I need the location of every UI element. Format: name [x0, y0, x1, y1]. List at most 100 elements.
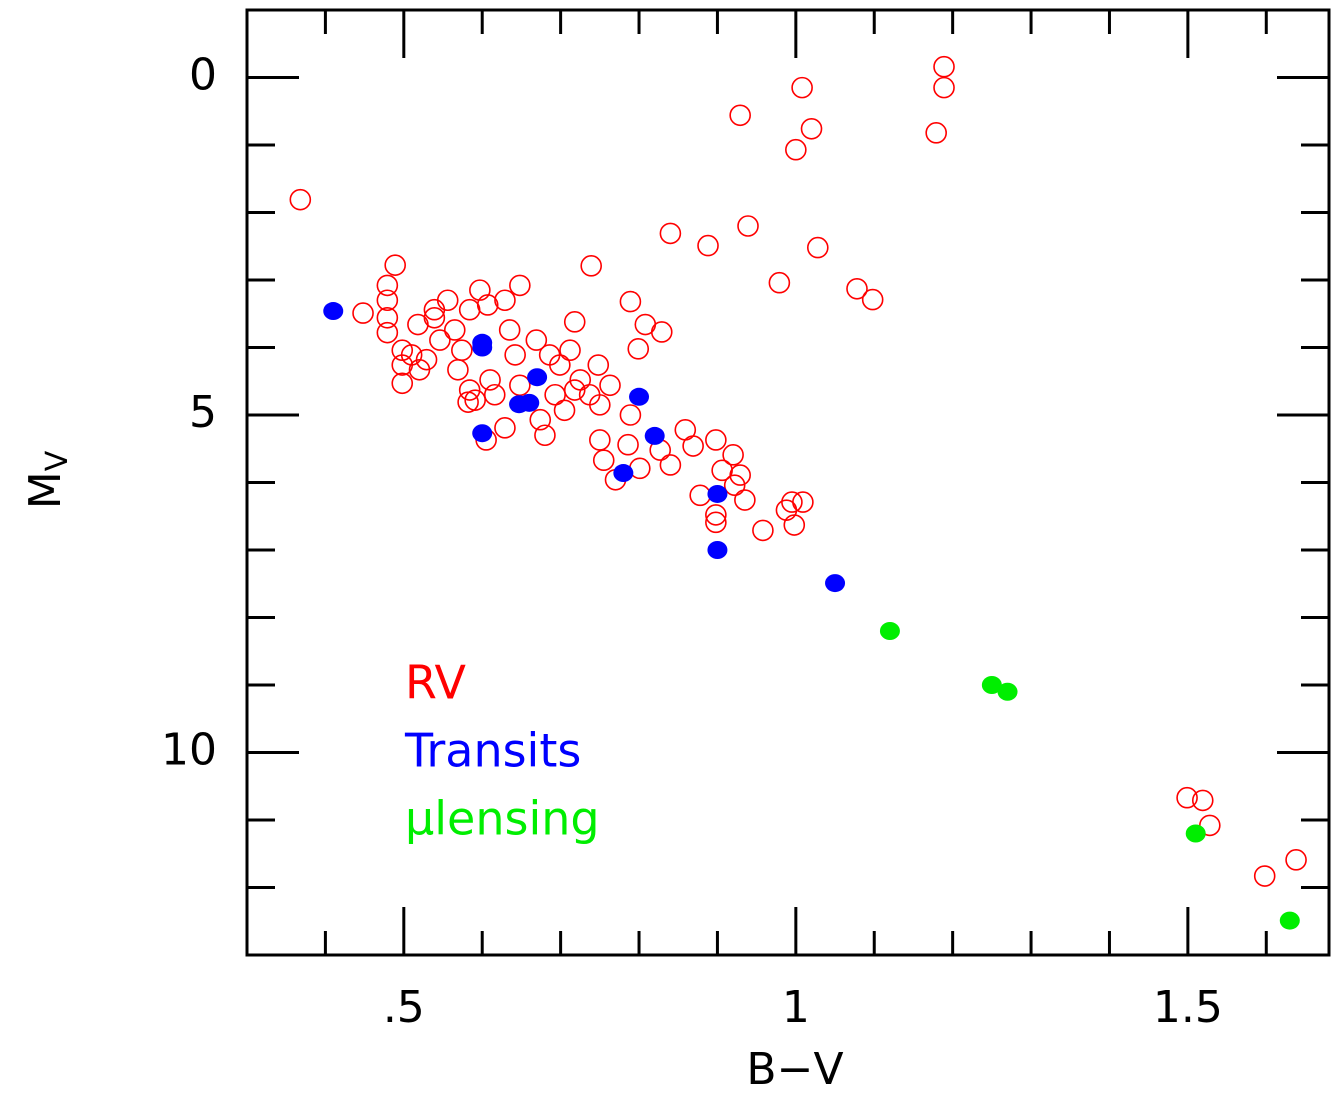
x-axis-label: B−V — [746, 1044, 843, 1095]
point — [527, 368, 548, 387]
point — [650, 321, 673, 343]
point — [429, 329, 451, 351]
point — [563, 311, 586, 333]
point — [1253, 865, 1276, 887]
point — [384, 254, 406, 276]
point — [580, 255, 603, 277]
point — [781, 491, 803, 513]
point — [613, 464, 634, 483]
x-tick-label: 1 — [782, 982, 810, 1033]
point — [599, 374, 621, 397]
legend-entry: Transits — [404, 724, 581, 778]
point — [519, 393, 540, 412]
point — [1279, 911, 1300, 930]
point — [752, 519, 774, 542]
point — [504, 344, 526, 366]
point — [619, 404, 642, 426]
point — [783, 514, 806, 536]
point — [629, 387, 650, 406]
point — [1185, 824, 1206, 843]
point — [627, 338, 650, 360]
point — [705, 429, 727, 451]
point — [785, 138, 807, 161]
point — [534, 424, 556, 447]
y-axis-label-main: M — [20, 471, 71, 509]
point — [458, 379, 481, 401]
point — [457, 391, 479, 413]
point — [737, 215, 759, 237]
point — [479, 369, 501, 391]
point — [376, 274, 399, 297]
point — [644, 426, 665, 445]
point — [1191, 789, 1214, 812]
point — [659, 222, 682, 245]
point — [997, 682, 1018, 701]
point — [498, 319, 521, 341]
point — [447, 358, 469, 381]
point — [549, 354, 571, 376]
point — [458, 298, 481, 321]
point — [559, 339, 581, 362]
point — [289, 188, 312, 211]
y-axis-label-sub: V — [40, 450, 75, 471]
point — [707, 541, 728, 559]
point — [1285, 849, 1307, 871]
point — [443, 319, 466, 341]
point — [376, 321, 399, 344]
point — [563, 379, 586, 401]
y-tick-label: 10 — [161, 725, 217, 776]
point — [933, 76, 955, 99]
point — [925, 122, 947, 144]
point — [529, 408, 552, 431]
point — [697, 234, 719, 257]
point — [469, 279, 491, 301]
point — [451, 339, 473, 362]
point — [705, 511, 727, 534]
point — [791, 76, 813, 99]
point — [476, 294, 499, 316]
point — [879, 622, 900, 640]
point — [846, 277, 868, 300]
point — [705, 504, 727, 526]
x-tick-label: 1.5 — [1153, 982, 1223, 1033]
point — [682, 435, 704, 457]
point — [436, 289, 459, 312]
point — [423, 306, 446, 329]
point — [729, 464, 751, 486]
point — [391, 372, 414, 395]
y-tick-label: 0 — [189, 50, 217, 101]
point — [589, 429, 611, 451]
point — [376, 289, 399, 312]
point — [483, 383, 506, 406]
point — [589, 394, 611, 416]
point — [525, 329, 548, 351]
point — [768, 271, 791, 294]
point — [722, 444, 744, 466]
y-axis-label: MV — [20, 450, 75, 509]
point — [553, 399, 576, 422]
legend-entry: RV — [405, 656, 466, 710]
point — [592, 449, 615, 472]
point — [792, 491, 814, 513]
point — [619, 290, 642, 313]
point — [659, 454, 682, 476]
point — [707, 484, 728, 503]
point — [734, 489, 756, 511]
point — [509, 374, 531, 397]
point — [494, 289, 516, 312]
y-tick-label: 5 — [189, 387, 217, 438]
point — [415, 348, 438, 371]
point — [981, 676, 1002, 694]
point — [729, 104, 751, 127]
point — [509, 274, 531, 297]
x-tick-label: .5 — [383, 982, 425, 1033]
point — [472, 338, 493, 357]
point — [861, 288, 884, 311]
point — [933, 55, 955, 78]
point — [1176, 786, 1198, 809]
legend-entry: μlensing — [405, 792, 600, 846]
point — [806, 236, 829, 259]
point — [494, 417, 516, 439]
